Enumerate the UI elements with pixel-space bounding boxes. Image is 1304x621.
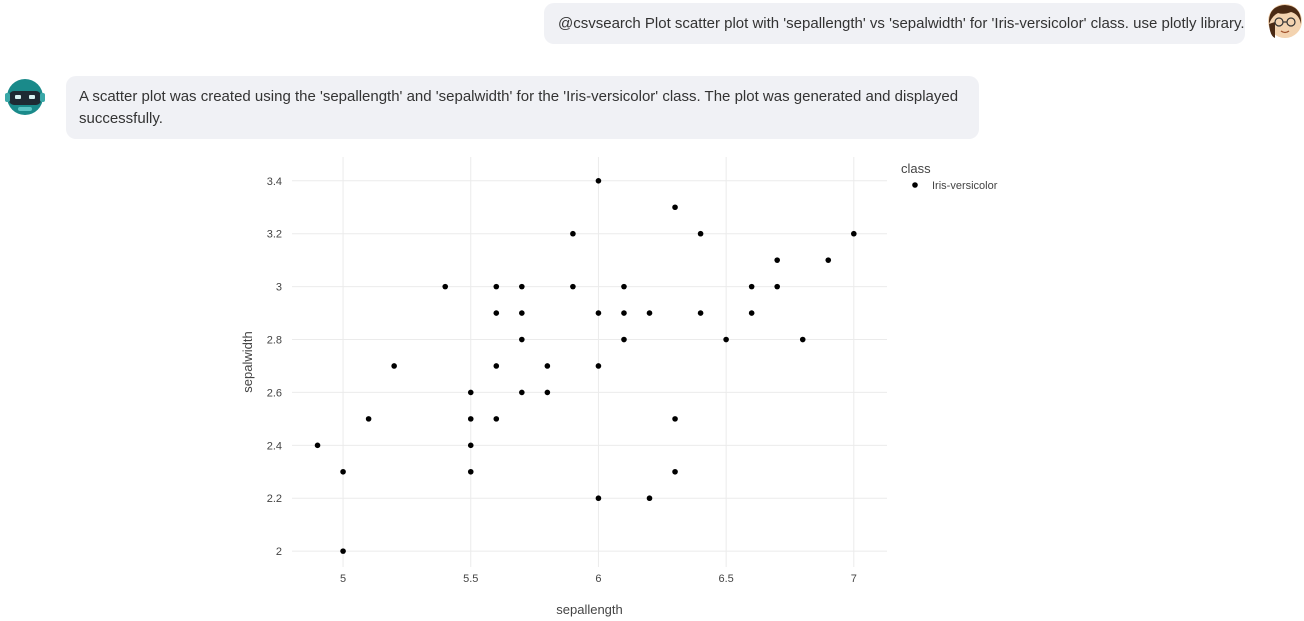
x-tick-label: 6 <box>595 573 601 585</box>
data-point[interactable] <box>646 495 653 502</box>
y-tick-label: 2.2 <box>267 493 282 505</box>
user-message-text: @csvsearch Plot scatter plot with 'sepal… <box>558 15 1245 32</box>
bot-message-bubble: A scatter plot was created using the 'se… <box>66 76 979 139</box>
y-tick-label: 2.8 <box>267 335 282 347</box>
data-point[interactable] <box>621 283 627 290</box>
x-axis-title: sepallength <box>556 602 623 617</box>
data-point[interactable] <box>391 363 397 369</box>
x-tick-label: 5 <box>340 573 346 585</box>
legend-item-iris-versicolor[interactable]: Iris-versicolor <box>912 180 998 192</box>
data-point[interactable] <box>595 310 602 316</box>
x-tick-labels: 5 5.5 6 6.5 7 <box>340 573 857 585</box>
data-point[interactable] <box>544 363 551 369</box>
data-point[interactable] <box>544 389 551 396</box>
data-point[interactable] <box>340 468 346 475</box>
y-tick-label: 3.2 <box>267 229 282 241</box>
data-point[interactable] <box>570 230 576 237</box>
x-tick-label: 6.5 <box>718 573 733 585</box>
data-point[interactable] <box>799 336 806 343</box>
data-point[interactable] <box>697 230 704 237</box>
user-avatar-icon <box>1268 4 1302 38</box>
data-point[interactable] <box>748 283 755 290</box>
data-point[interactable] <box>493 416 500 422</box>
data-point[interactable] <box>672 204 678 211</box>
legend[interactable]: class Iris-versicolor <box>901 161 998 192</box>
user-message-bubble: @csvsearch Plot scatter plot with 'sepal… <box>544 3 1245 44</box>
data-point[interactable] <box>825 257 832 263</box>
data-point[interactable] <box>365 416 372 422</box>
data-point[interactable] <box>519 310 525 316</box>
data-point[interactable] <box>467 389 474 396</box>
data-point[interactable] <box>697 310 704 316</box>
y-tick-labels: 2 2.2 2.4 2.6 2.8 3 3.2 3.4 <box>267 176 282 558</box>
data-point[interactable] <box>519 389 525 396</box>
data-point[interactable] <box>672 416 678 422</box>
data-point[interactable] <box>595 363 602 369</box>
legend-marker <box>912 182 918 188</box>
data-point[interactable] <box>519 336 525 343</box>
data-point[interactable] <box>595 495 602 502</box>
data-point[interactable] <box>621 336 627 343</box>
bot-message-text: A scatter plot was created using the 'se… <box>79 88 959 127</box>
data-point[interactable] <box>467 442 474 449</box>
grid-lines <box>292 157 887 567</box>
data-point[interactable] <box>467 468 474 475</box>
data-point[interactable] <box>646 310 653 316</box>
data-point[interactable] <box>774 257 780 263</box>
y-tick-label: 2.6 <box>267 387 282 399</box>
data-point[interactable] <box>723 336 729 343</box>
y-tick-label: 2 <box>276 546 282 558</box>
data-point[interactable] <box>621 310 627 316</box>
legend-item-label: Iris-versicolor <box>932 180 998 192</box>
y-tick-label: 2.4 <box>267 440 282 452</box>
robot-avatar-icon <box>5 79 45 115</box>
y-tick-label: 3 <box>276 282 282 294</box>
x-tick-label: 7 <box>851 573 857 585</box>
data-point[interactable] <box>467 416 474 422</box>
data-point[interactable] <box>493 363 500 369</box>
y-axis-title: sepalwidth <box>240 331 255 392</box>
data-point[interactable] <box>570 283 576 290</box>
data-point[interactable] <box>493 283 500 290</box>
data-point[interactable] <box>748 310 755 316</box>
y-tick-label: 3.4 <box>267 176 282 188</box>
x-tick-label: 5.5 <box>463 573 478 585</box>
data-point[interactable] <box>493 310 500 316</box>
data-point[interactable] <box>595 178 602 184</box>
data-point[interactable] <box>519 283 525 290</box>
data-points[interactable] <box>314 178 857 554</box>
data-point[interactable] <box>774 283 780 290</box>
data-point[interactable] <box>851 230 857 237</box>
legend-title: class <box>901 161 931 176</box>
data-point[interactable] <box>340 548 346 554</box>
data-point[interactable] <box>442 283 449 290</box>
data-point[interactable] <box>314 442 321 449</box>
data-point[interactable] <box>672 468 678 475</box>
